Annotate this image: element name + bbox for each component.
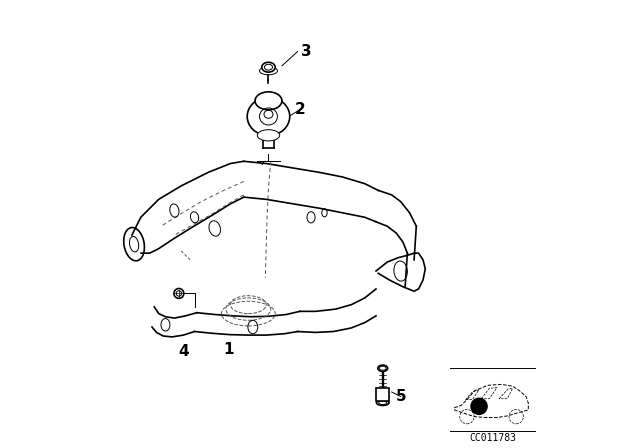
Text: 5: 5 [396,389,406,404]
Text: 4: 4 [178,344,189,359]
Text: 3: 3 [301,44,312,59]
Ellipse shape [378,365,388,371]
Ellipse shape [255,92,282,110]
Circle shape [471,398,487,414]
Ellipse shape [257,130,280,141]
Text: CC011783: CC011783 [469,433,516,443]
FancyBboxPatch shape [376,388,389,401]
Text: 1: 1 [223,342,234,357]
Ellipse shape [262,62,275,72]
Ellipse shape [247,98,290,136]
Text: 2: 2 [294,102,305,117]
